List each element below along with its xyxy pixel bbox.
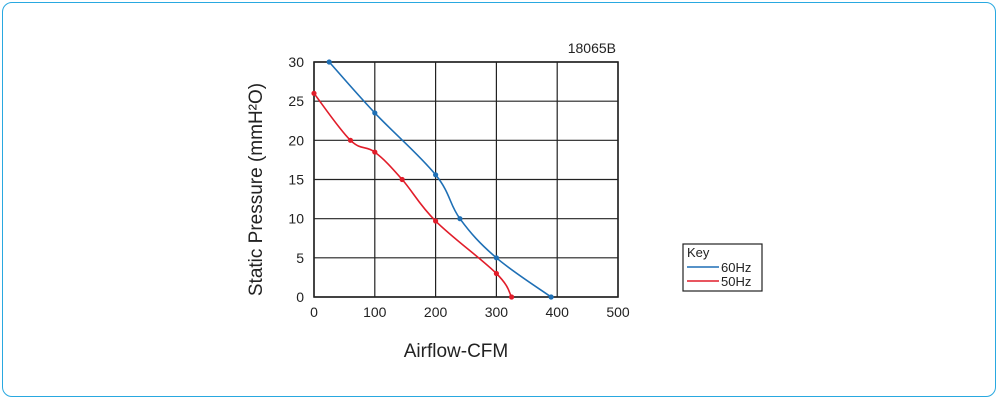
x-tick-label: 200 <box>424 304 448 320</box>
legend-title: Key <box>687 245 710 260</box>
data-point <box>326 59 332 65</box>
x-tick-label: 300 <box>485 304 509 320</box>
data-point <box>433 172 439 178</box>
data-point <box>372 149 378 155</box>
plot-area <box>313 61 619 298</box>
data-point <box>493 255 499 261</box>
data-point <box>372 110 378 116</box>
x-tick-label: 500 <box>606 304 630 320</box>
chart-frame <box>2 2 996 397</box>
x-tick-labels: 0 100 200 300 400 500 <box>310 304 630 320</box>
x-axis-title: Airflow-CFM <box>404 341 509 362</box>
x-tick-label: 0 <box>310 304 318 320</box>
y-tick-label: 15 <box>288 172 304 188</box>
legend-label: 60Hz <box>721 260 751 275</box>
x-tick-label: 400 <box>546 304 570 320</box>
y-axis-title: Static Pressure (mmH²O) <box>246 83 267 296</box>
series-line <box>328 61 552 298</box>
y-tick-label: 5 <box>296 250 304 266</box>
data-point <box>457 216 463 222</box>
data-point <box>399 176 405 183</box>
series-50hz <box>311 90 515 300</box>
data-point <box>347 137 354 143</box>
x-tick-label: 100 <box>363 304 387 320</box>
y-tick-label: 30 <box>288 54 304 70</box>
series-line <box>313 92 513 298</box>
y-tick-label: 10 <box>288 211 304 227</box>
y-tick-labels: 0 5 10 15 20 25 30 <box>288 54 304 305</box>
model-label: 18065B <box>568 40 616 56</box>
data-point <box>509 294 515 300</box>
y-tick-label: 25 <box>288 93 304 109</box>
series-layer <box>311 59 554 300</box>
data-point <box>548 294 554 300</box>
series-60hz <box>326 59 554 300</box>
data-point <box>311 90 317 96</box>
y-tick-label: 0 <box>296 289 304 305</box>
legend-label: 50Hz <box>721 274 751 289</box>
y-tick-label: 20 <box>288 132 304 148</box>
data-point <box>433 218 439 224</box>
data-point <box>493 270 499 277</box>
